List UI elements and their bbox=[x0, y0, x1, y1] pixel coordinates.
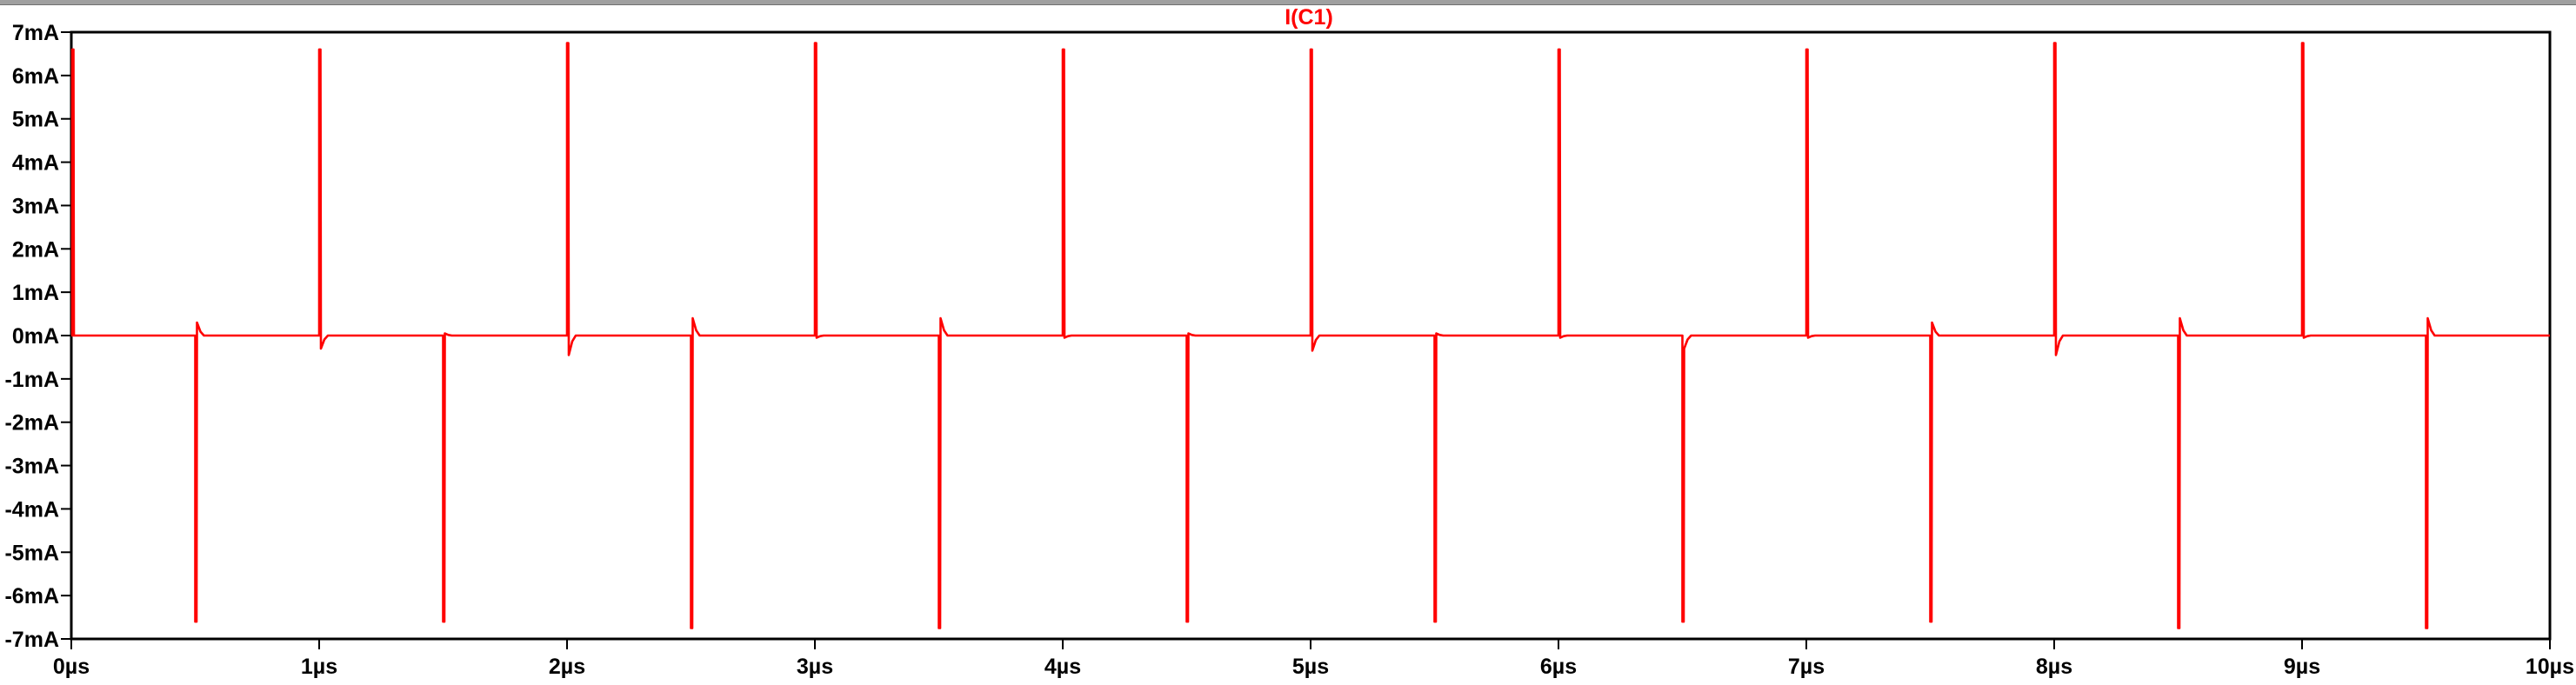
y-tick-label: -7mA bbox=[4, 628, 59, 652]
x-tick-label: 3µs bbox=[797, 655, 833, 679]
y-tick-label: 3mA bbox=[12, 194, 59, 218]
y-tick-label: -2mA bbox=[4, 411, 59, 436]
y-tick-label: -1mA bbox=[4, 368, 59, 392]
y-tick-label: -3mA bbox=[4, 455, 59, 479]
x-tick-label: 8µs bbox=[2036, 655, 2072, 679]
y-tick-label: -6mA bbox=[4, 584, 59, 609]
chart-title: I(C1) bbox=[1285, 5, 1333, 30]
x-axis: 0µs 1µs 2µs 3µs 4µs 5µs 6µs 7µs 8µs 9µs 10µs bbox=[53, 639, 2574, 679]
x-tick-label: 4µs bbox=[1044, 655, 1081, 679]
x-tick-label: 6µs bbox=[1540, 655, 1577, 679]
y-tick-label: 0mA bbox=[12, 324, 59, 349]
y-tick-label: 6mA bbox=[12, 64, 59, 89]
window-top-border bbox=[0, 0, 2576, 5]
x-tick-label: 2µs bbox=[549, 655, 585, 679]
x-tick-label: 5µs bbox=[1292, 655, 1329, 679]
y-tick-label: 4mA bbox=[12, 151, 59, 176]
x-tick-label: 10µs bbox=[2526, 655, 2574, 679]
y-tick-label: 2mA bbox=[12, 237, 59, 262]
traces bbox=[70, 42, 2550, 629]
y-tick-label: 7mA bbox=[12, 21, 59, 45]
y-tick-label: -4mA bbox=[4, 497, 59, 522]
y-tick-label: -5mA bbox=[4, 541, 59, 565]
x-tick-label: 9µs bbox=[2284, 655, 2320, 679]
x-tick-label: 7µs bbox=[1788, 655, 1825, 679]
series-line bbox=[70, 42, 2550, 629]
x-tick-label: 0µs bbox=[53, 655, 90, 679]
x-tick-label: 1µs bbox=[301, 655, 337, 679]
y-tick-label: 1mA bbox=[12, 281, 59, 305]
y-axis: 7mA 6mA 5mA 4mA 3mA 2mA 1mA 0mA -1mA -2mA -3mA -4mA… bbox=[4, 21, 71, 652]
y-tick-label: 5mA bbox=[12, 108, 59, 132]
